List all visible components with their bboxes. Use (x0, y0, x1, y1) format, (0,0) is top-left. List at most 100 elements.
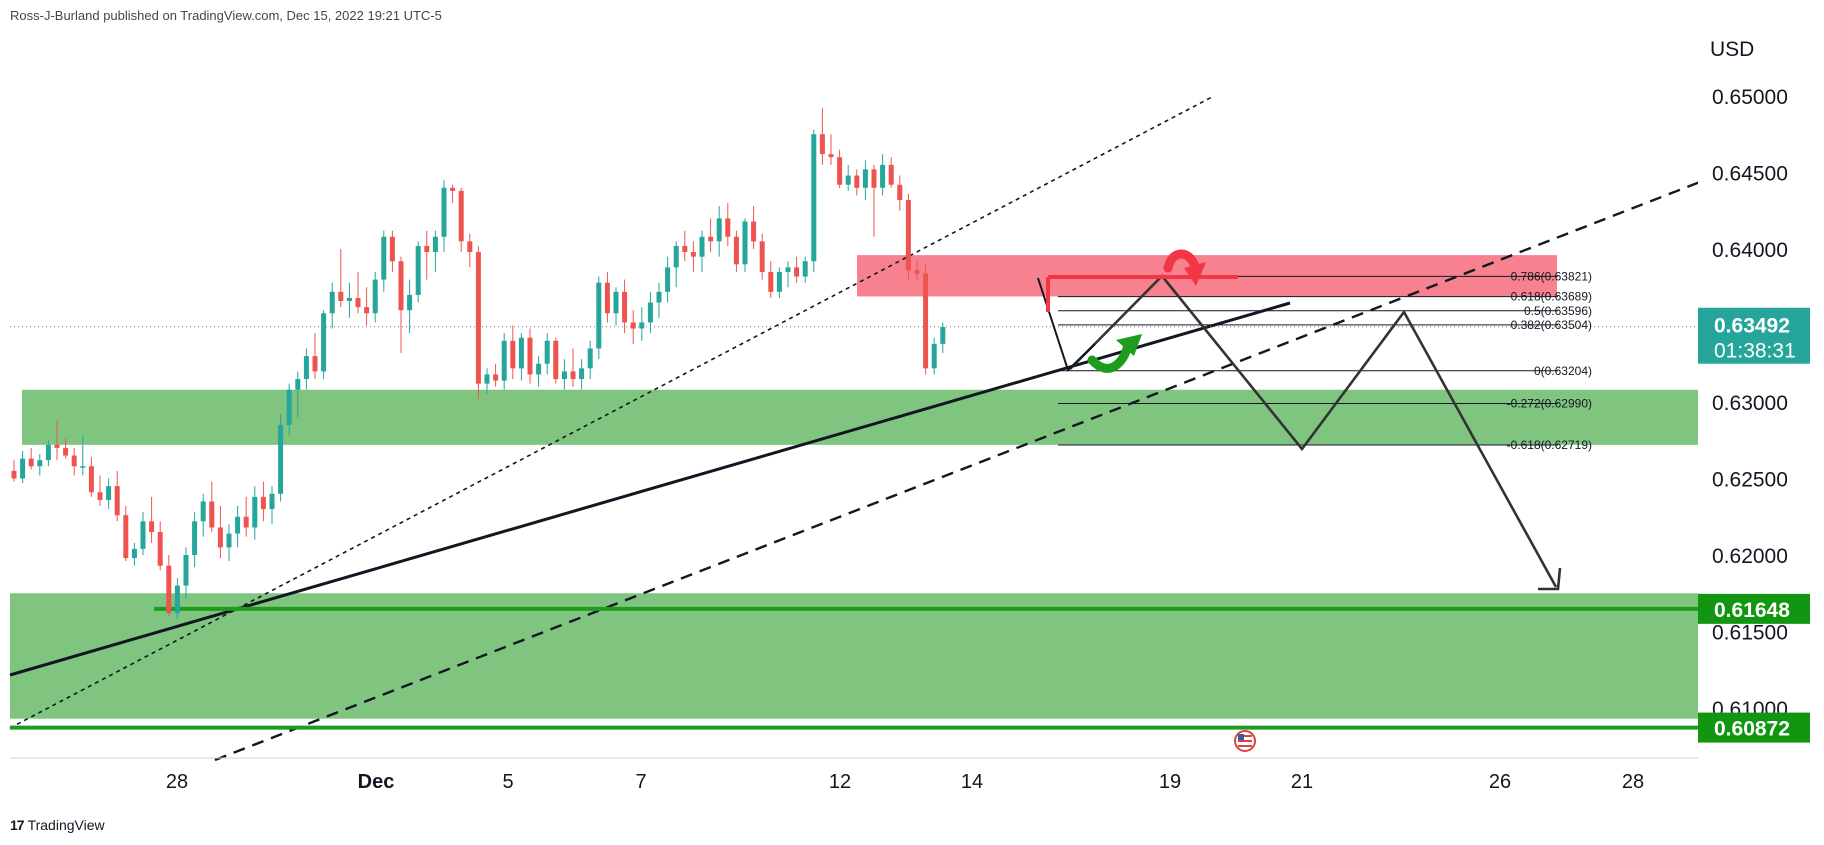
candle-body (905, 200, 911, 271)
candle-body (312, 356, 318, 372)
candle-body (174, 585, 180, 614)
candle-body (940, 327, 946, 344)
candle-body (28, 458, 34, 467)
candle-body (398, 261, 404, 311)
y-tick-label: 0.61500 (1712, 622, 1788, 645)
projection-path (1037, 274, 1562, 591)
candle-body (690, 252, 696, 257)
candle-body (854, 175, 860, 188)
solid-trendline (9, 301, 1291, 677)
x-tick-label: 14 (961, 771, 983, 793)
fib-label: 0.786(0.63821) (1511, 269, 1592, 283)
candle-body (37, 460, 43, 467)
candle-body (209, 501, 215, 528)
candle-body (192, 521, 198, 555)
candle-body (501, 340, 507, 381)
candle-body (570, 371, 576, 380)
candle-body (604, 282, 610, 314)
candle-body (140, 521, 146, 549)
candle-body (338, 291, 344, 302)
x-tick-label: 12 (829, 771, 851, 793)
candle-body (673, 245, 679, 268)
candle-body (510, 340, 516, 369)
x-tick-label: 28 (166, 771, 188, 793)
x-tick-label: 19 (1159, 771, 1181, 793)
candle-body (725, 218, 731, 237)
candle-body (303, 356, 309, 380)
candle-body (235, 516, 241, 534)
candle-body (286, 389, 292, 425)
y-tick-label: 0.62000 (1712, 545, 1788, 568)
candle-body (80, 466, 86, 468)
candle-body (467, 241, 473, 253)
zones-layer (10, 255, 1698, 719)
candle-body (682, 245, 688, 253)
candle-body (527, 337, 533, 375)
candle-body (97, 492, 103, 500)
candle-body (656, 291, 662, 303)
countdown-value: 01:38:31 (1714, 340, 1796, 363)
candle-body (622, 291, 628, 323)
candle-body (200, 501, 206, 522)
candle-body (587, 348, 593, 369)
fib-retracement-layer: 0.786(0.63821) 0.618(0.63689)0.5(0.63596)… (1058, 269, 1592, 452)
candle-body (321, 313, 327, 372)
candle-body (260, 496, 266, 510)
candle-body (458, 190, 464, 242)
candlestick-chart[interactable]: 0.786(0.63821) 0.618(0.63689)0.5(0.63596)… (0, 0, 1824, 812)
x-tick-label: Dec (358, 771, 395, 793)
green-arrow-head (1116, 334, 1142, 356)
candle-body (828, 154, 834, 158)
footer: 17 TradingView (10, 817, 105, 833)
dotted-trendline (9, 96, 1213, 729)
candle-body (372, 279, 378, 314)
candle-body (131, 548, 137, 559)
candle-body (751, 221, 757, 242)
candle-body (819, 134, 825, 155)
candle-body (441, 187, 447, 237)
candle-body (278, 424, 284, 494)
candle-body (630, 322, 636, 329)
candle-body (389, 236, 395, 262)
candle-body (536, 363, 542, 375)
candle-body (364, 307, 370, 314)
candle-body (252, 496, 258, 528)
y-tick-label: 0.64000 (1712, 239, 1788, 262)
candle-body (845, 175, 851, 185)
candle-body (243, 516, 249, 528)
candle-body (157, 532, 163, 566)
x-tick-label: 7 (635, 771, 646, 793)
candle-body (888, 164, 894, 185)
candle-body (355, 297, 361, 308)
candle-body (88, 466, 94, 493)
candle-body (450, 187, 456, 191)
candle-body (544, 340, 550, 364)
us-flag-icon (1234, 730, 1256, 752)
candle-body (381, 236, 387, 280)
publish-info: Ross-J-Burland published on TradingView.… (10, 8, 442, 23)
fib-label: 0.618(0.63689) (1511, 290, 1592, 304)
dashed-trendline (214, 180, 1701, 762)
candle-body (518, 337, 524, 369)
y-tick-label: 0.62500 (1712, 469, 1788, 492)
projection-arrowhead (1538, 567, 1562, 591)
red-arrow-head (1184, 262, 1206, 286)
candle-body (811, 134, 817, 262)
level-badge-value: 0.60872 (1714, 718, 1790, 741)
candle-body (475, 252, 481, 384)
candle-body (742, 221, 748, 265)
price-axis: USD (1698, 0, 1824, 812)
candle-body (432, 236, 438, 253)
candle-body (708, 236, 714, 242)
level-badge (1698, 712, 1810, 743)
fib-label: -0.272(0.62990) (1507, 397, 1592, 411)
candle-body (346, 297, 352, 302)
candle-body (123, 515, 129, 559)
y-ticks: 0.65000 0.64500 0.64000 0.63000 0.62500 0.620… (1712, 86, 1788, 721)
candle-body (880, 164, 886, 188)
candle-body (639, 322, 645, 329)
candle-body (897, 184, 903, 201)
curved-arrows (1087, 249, 1206, 373)
candle-body (329, 291, 335, 314)
